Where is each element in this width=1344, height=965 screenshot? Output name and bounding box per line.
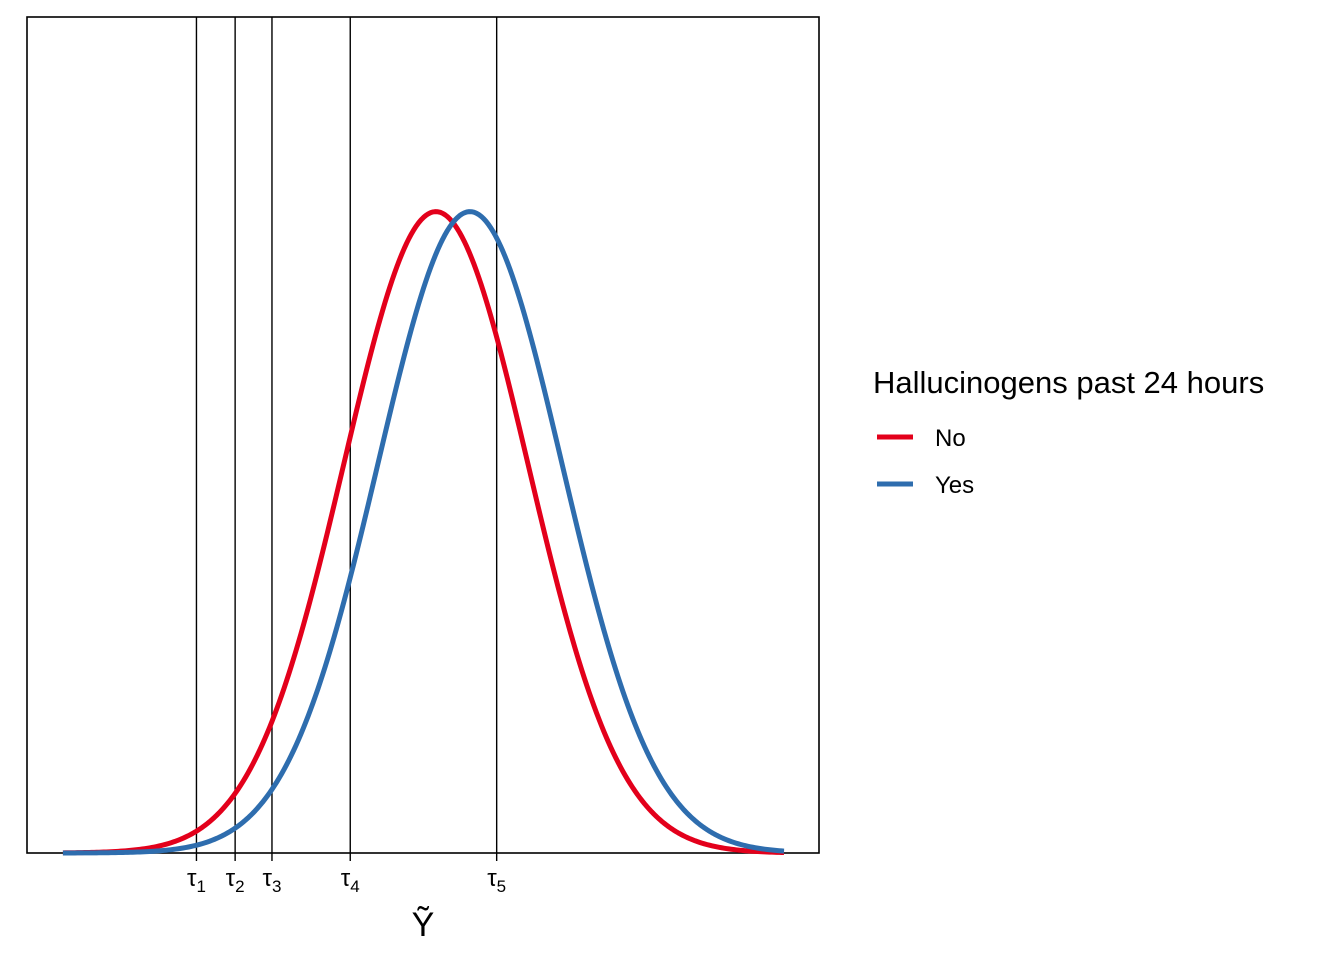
density-curve-yes	[62, 209, 785, 856]
tick-label-tau5: τ5	[487, 865, 506, 896]
legend: Hallucinogens past 24 hours No Yes	[873, 365, 1264, 499]
tick-label-tau3: τ3	[262, 865, 281, 896]
x-axis-ticks: τ1 τ2 τ3 τ4 τ5	[187, 853, 506, 896]
legend-title: Hallucinogens past 24 hours	[873, 365, 1264, 400]
tick-label-tau1: τ1	[187, 865, 206, 896]
tick-label-tau2: τ2	[226, 865, 245, 896]
tick-label-tau4: τ4	[341, 865, 360, 896]
legend-label-yes: Yes	[935, 472, 974, 499]
x-axis-title: Ỹ	[412, 906, 435, 944]
density-curve-no	[62, 209, 785, 856]
legend-label-no: No	[935, 425, 966, 452]
density-curves	[62, 209, 785, 856]
plot-panel-border	[26, 16, 820, 854]
threshold-lines	[195, 17, 498, 853]
